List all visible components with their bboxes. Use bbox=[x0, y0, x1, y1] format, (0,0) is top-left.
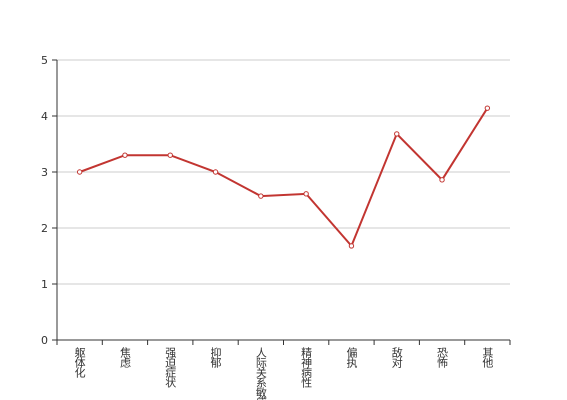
point bbox=[167, 152, 173, 158]
x-tick-label: 其他 bbox=[481, 347, 494, 368]
y-tick-label: 4 bbox=[41, 110, 48, 123]
x-tick-label: 抑郁 bbox=[209, 346, 222, 368]
x-tick-label: 人际关系敏感 bbox=[254, 347, 267, 400]
point bbox=[212, 169, 219, 175]
x-tick-label: 躯体化 bbox=[73, 347, 86, 379]
y-tick-label: 3 bbox=[41, 166, 48, 179]
point bbox=[484, 105, 491, 111]
y-tick-label: 2 bbox=[41, 222, 48, 235]
y-tick-label: 0 bbox=[41, 334, 48, 347]
point bbox=[394, 131, 400, 137]
x-tick-label: 敌对 bbox=[390, 346, 403, 368]
point bbox=[439, 177, 445, 183]
point bbox=[348, 243, 355, 249]
y-tick-label: 1 bbox=[41, 278, 48, 291]
point bbox=[76, 169, 83, 175]
x-tick-label: 强迫症状 bbox=[164, 347, 177, 388]
point bbox=[122, 152, 128, 158]
point bbox=[258, 193, 264, 199]
x-tick-label: 偏执 bbox=[345, 346, 358, 369]
x-tick-label: 焦虑 bbox=[118, 347, 131, 368]
x-tick-label: 恐怖 bbox=[436, 347, 449, 368]
point bbox=[303, 191, 309, 197]
x-tick-label: 精神病性 bbox=[300, 347, 313, 389]
series-line bbox=[79, 107, 489, 248]
y-tick-label: 5 bbox=[41, 54, 48, 67]
